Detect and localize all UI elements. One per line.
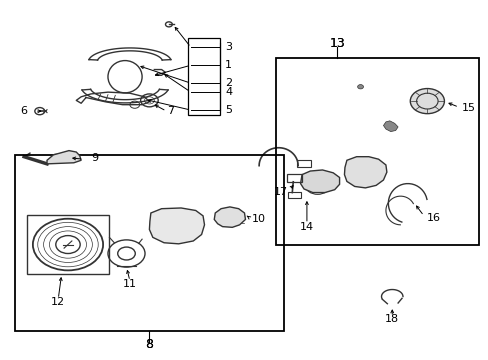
Text: 2: 2 <box>224 78 232 88</box>
Polygon shape <box>214 207 245 227</box>
Polygon shape <box>149 208 204 244</box>
Circle shape <box>357 85 363 89</box>
Text: 8: 8 <box>145 338 153 351</box>
Text: 5: 5 <box>224 105 231 115</box>
Bar <box>26 215 109 274</box>
Text: 18: 18 <box>385 314 399 324</box>
Polygon shape <box>47 150 81 164</box>
Text: 3: 3 <box>224 42 231 52</box>
Bar <box>276 58 478 244</box>
Text: 8: 8 <box>145 338 153 351</box>
Text: 4: 4 <box>224 87 232 97</box>
Text: 6: 6 <box>20 106 27 116</box>
Bar <box>15 155 283 330</box>
Bar <box>188 39 220 116</box>
Bar <box>288 192 300 198</box>
Text: 17: 17 <box>274 187 288 197</box>
Text: 14: 14 <box>299 222 313 231</box>
Text: 9: 9 <box>91 153 98 163</box>
Polygon shape <box>300 170 339 193</box>
Bar <box>297 160 310 167</box>
Circle shape <box>409 89 444 114</box>
Polygon shape <box>383 121 397 132</box>
Text: 16: 16 <box>426 213 440 222</box>
Text: 15: 15 <box>461 103 474 113</box>
Text: 13: 13 <box>328 37 345 50</box>
Polygon shape <box>344 157 386 188</box>
Text: 7: 7 <box>166 106 173 116</box>
Text: 1: 1 <box>224 60 231 70</box>
Text: 10: 10 <box>251 214 265 224</box>
Text: 12: 12 <box>51 297 65 307</box>
Text: 11: 11 <box>122 279 137 289</box>
Text: 13: 13 <box>328 37 345 50</box>
Bar <box>287 174 302 182</box>
